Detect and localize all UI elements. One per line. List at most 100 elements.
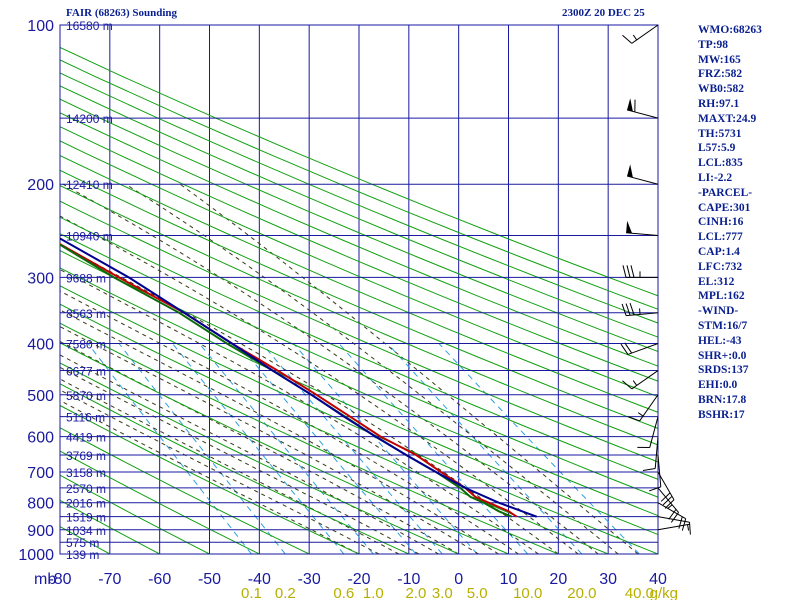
wind-barb-flag <box>626 265 631 278</box>
height-label: 2570 m <box>66 482 106 496</box>
index-stat: MAXT:24.9 <box>698 112 757 125</box>
dry-adiabat <box>60 200 658 463</box>
mixing-ratio-tick-label: 0.2 <box>275 585 296 600</box>
height-label: 10940 m <box>66 230 113 244</box>
moist-adiabat <box>125 183 619 554</box>
mixing-ratio-tick-label: 10.0 <box>513 585 542 600</box>
index-stat: SHR+:0.0 <box>698 349 747 362</box>
wind-barb-staff <box>657 454 662 487</box>
dry-adiabat <box>60 112 658 367</box>
wind-barb-flag <box>662 495 673 506</box>
pressure-tick-label: 600 <box>27 430 54 447</box>
wind-barb <box>626 98 659 119</box>
index-stat: EHI:0.0 <box>698 379 738 392</box>
dry-adiabat <box>60 154 658 413</box>
mixing-ratio-tick-label: 1.0 <box>363 585 384 600</box>
height-label: 3158 m <box>66 466 106 480</box>
height-label: 12410 m <box>66 178 113 192</box>
wind-barb-flag <box>678 516 683 529</box>
index-stat: HEL:-43 <box>698 334 742 347</box>
pressure-tick-label: 900 <box>27 523 54 540</box>
index-stat: L57:5.9 <box>698 142 736 155</box>
index-stat: TP:98 <box>698 38 729 51</box>
wind-barb-flag <box>620 343 629 355</box>
wind-barb-half-flag <box>637 412 644 417</box>
temperature-tick-label: -70 <box>98 571 121 588</box>
height-label: 3769 m <box>66 449 106 463</box>
index-stat: WMO:68263 <box>698 24 762 36</box>
index-stat: STM:16/7 <box>698 319 748 332</box>
wind-barb-flag <box>622 34 633 44</box>
temperature-tick-label: 10 <box>500 571 518 588</box>
wind-barb <box>622 24 659 44</box>
dry-adiabats <box>60 46 658 554</box>
dry-adiabat <box>60 72 658 324</box>
pressure-tick-label: 400 <box>27 336 54 353</box>
index-stat: BRN:17.8 <box>698 393 747 406</box>
index-stat: LCL:777 <box>698 231 743 244</box>
mixing-ratio-line <box>338 343 529 554</box>
index-stat: CINH:16 <box>698 216 744 229</box>
wind-barb <box>657 471 675 509</box>
pressure-tick-label: 300 <box>27 270 54 287</box>
mixing-ratio-line <box>87 343 252 554</box>
temperature-tick-label: -10 <box>397 571 420 588</box>
wind-barb <box>657 523 690 531</box>
wind-barb-flag <box>621 303 627 316</box>
mixing-ratio-line <box>261 343 443 554</box>
wind-barb-flag <box>627 416 640 422</box>
moist-adiabat <box>62 183 599 554</box>
wind-barb-staff <box>649 416 659 448</box>
index-stat: LI:-2.2 <box>698 171 733 184</box>
dry-adiabat <box>60 46 658 297</box>
mixing-ratio-tick-label: 5.0 <box>467 585 488 600</box>
wind-barb <box>657 516 691 535</box>
index-stat: EL:312 <box>698 275 735 288</box>
wind-barb-half-flag <box>632 380 638 386</box>
height-label: 1519 m <box>66 511 106 525</box>
moist-adiabat <box>179 183 639 554</box>
mixing-ratio-tick-label: 20.0 <box>567 585 596 600</box>
isotherm-grid <box>60 25 658 554</box>
wind-barb-staff <box>657 523 690 531</box>
mixing-ratio-unit: g/kg <box>650 585 678 600</box>
wind-barb-flag <box>622 265 627 278</box>
wind-barb <box>620 342 659 355</box>
index-stat: RH:97.1 <box>698 97 740 110</box>
moist-adiabat <box>60 340 459 554</box>
wind-barb-flag <box>648 486 661 492</box>
wind-barb <box>626 164 659 185</box>
index-stat: MPL:162 <box>698 290 745 303</box>
height-label: 575 m <box>66 536 99 550</box>
dry-adiabat <box>60 59 658 310</box>
pressure-tick-label: 1000 <box>18 547 54 564</box>
wind-barb-staff <box>657 516 690 523</box>
temperature-tick-label: -40 <box>248 571 271 588</box>
wind-barb-flag <box>630 265 635 278</box>
temperature-tick-label: 20 <box>549 571 567 588</box>
height-label: 5870 m <box>66 389 106 403</box>
index-stat: CAP:1.4 <box>698 245 740 258</box>
wind-barb-flag <box>681 518 687 531</box>
wind-barb-half-flag <box>639 308 641 315</box>
height-label: 1034 m <box>66 524 106 538</box>
wind-barb-flag <box>625 303 631 316</box>
pressure-tick-label: 500 <box>27 388 54 405</box>
wind-barb-flag <box>664 499 675 509</box>
temperature-tick-label: -50 <box>198 571 221 588</box>
index-stat: LFC:732 <box>698 260 743 273</box>
temperature-tick-label: -60 <box>148 571 171 588</box>
chart-title: FAIR (68263) Sounding <box>66 7 178 19</box>
dry-adiabat <box>60 98 658 353</box>
mixing-ratio-tick-label: 3.0 <box>432 585 453 600</box>
index-stat: BSHR:17 <box>698 408 745 421</box>
index-stat: FRZ:582 <box>698 68 743 81</box>
temperature-tick-label: -80 <box>48 571 71 588</box>
dry-adiabat <box>60 383 410 554</box>
wind-barbs <box>620 24 691 535</box>
wind-barb <box>637 416 659 449</box>
sounding-traces <box>60 237 538 518</box>
index-stat: SRDS:137 <box>698 364 749 377</box>
